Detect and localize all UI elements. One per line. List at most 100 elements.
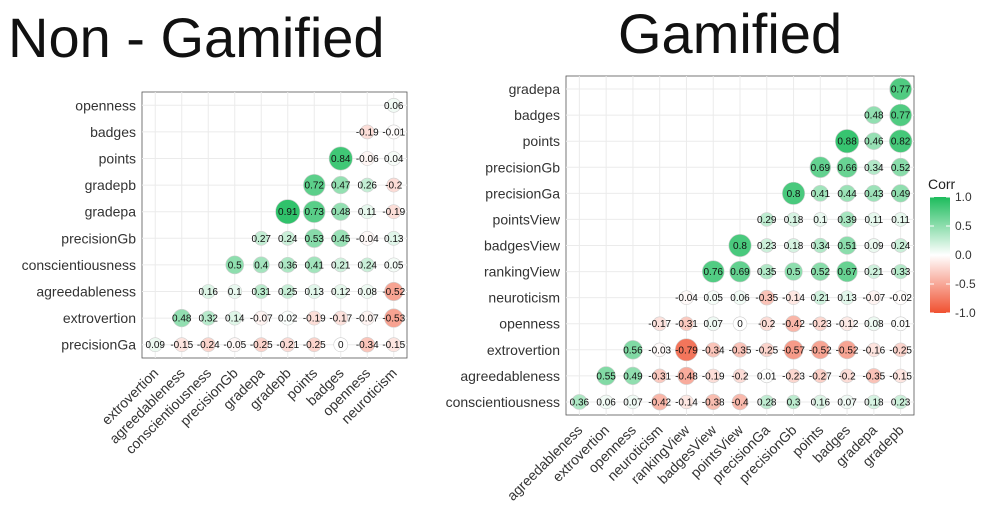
- corr-circle: [759, 342, 774, 358]
- corr-value-label: 0.07: [837, 397, 857, 408]
- corr-circle: [837, 236, 857, 255]
- corr-value-label: 0.84: [331, 154, 351, 165]
- corr-circle: [677, 366, 696, 385]
- corr-circle: [701, 260, 725, 283]
- corr-value-label: 0.41: [811, 189, 831, 200]
- corr-circle: [866, 238, 882, 253]
- corr-value-label: 0.69: [730, 267, 750, 278]
- corr-value-label: -0.06: [356, 154, 379, 165]
- corr-circle: [865, 184, 883, 202]
- corr-circle: [280, 337, 296, 353]
- corr-circle: [652, 368, 667, 384]
- corr-circle: [386, 230, 402, 246]
- corr-value-label: 0.23: [891, 397, 911, 408]
- corr-value-label: 0.8: [733, 241, 747, 252]
- corr-circle: [386, 124, 402, 140]
- corr-value-label: 0.16: [199, 287, 219, 298]
- corr-circle: [866, 316, 882, 331]
- corr-value-label: -0.25: [889, 345, 912, 356]
- corr-circle: [275, 199, 301, 225]
- corr-circle: [731, 393, 749, 411]
- corr-circle: [386, 97, 402, 113]
- heatmap-panel-non-gamified: precisionGa extrovertion agreedableness con…: [22, 91, 408, 457]
- corr-circle: [864, 106, 883, 125]
- y-tick-label: precisionGa: [61, 337, 136, 353]
- corr-value-label: 0.34: [864, 163, 884, 174]
- corr-value-label: 0.5: [228, 260, 242, 271]
- corr-circle: [786, 394, 801, 410]
- corr-value-label: -0.24: [197, 340, 220, 351]
- corr-circle: [303, 200, 326, 223]
- corr-value-label: -0.57: [782, 345, 805, 356]
- corr-circle: [200, 337, 216, 353]
- corr-circle: [679, 290, 694, 305]
- corr-circle: [359, 124, 375, 140]
- corr-value-label: 0.09: [864, 241, 884, 252]
- corr-circle: [891, 184, 910, 203]
- corr-value-label: 0.88: [837, 137, 857, 148]
- corr-value-label: 0.02: [278, 314, 298, 325]
- legend-tick-label: 0.0: [955, 248, 972, 262]
- corr-circle: [652, 316, 667, 331]
- corr-circle: [866, 264, 882, 279]
- corr-circle: [893, 290, 908, 305]
- corr-value-label: 0.23: [757, 241, 777, 252]
- corr-value-label: -0.52: [809, 345, 832, 356]
- corr-value-label: 0.73: [305, 207, 325, 218]
- corr-value-label: 0.06: [596, 397, 616, 408]
- corr-circle: [889, 103, 912, 127]
- corr-value-label: -0.31: [648, 371, 671, 382]
- corr-circle: [598, 394, 614, 410]
- corr-circle: [359, 336, 375, 353]
- corr-value-label: -0.2: [731, 371, 749, 382]
- y-tick-label: badges: [90, 124, 136, 140]
- legend-tick-label: 1.0: [955, 190, 972, 204]
- corr-value-label: 0.06: [730, 293, 750, 304]
- corr-value-label: 0.25: [278, 287, 298, 298]
- corr-value-label: 0.16: [811, 397, 831, 408]
- corr-circle: [837, 340, 857, 360]
- corr-value-label: 0.36: [570, 397, 590, 408]
- corr-circle: [333, 284, 349, 299]
- corr-value-label: 0.82: [891, 137, 911, 148]
- y-tick-label: points: [99, 151, 136, 167]
- corr-value-label: -0.42: [648, 397, 671, 408]
- y-tick-label: badgesView: [484, 238, 561, 254]
- corr-circle: [728, 233, 752, 258]
- corr-value-label: 0.35: [757, 267, 777, 278]
- corr-circle: [865, 132, 883, 150]
- chart-title-gamified: Gamified: [618, 2, 843, 65]
- y-tick-label: agreedableness: [36, 284, 136, 300]
- corr-value-label: 0.21: [811, 293, 831, 304]
- corr-circle: [812, 237, 828, 254]
- corr-value-label: -0.19: [356, 127, 379, 138]
- corr-value-label: 0.18: [784, 241, 804, 252]
- corr-circle: [786, 212, 801, 227]
- y-tick-label: gradepa: [509, 81, 561, 97]
- corr-circle: [384, 282, 404, 301]
- corr-circle: [227, 337, 243, 353]
- corr-circle: [893, 342, 908, 358]
- corr-circle: [782, 181, 806, 205]
- corr-circle: [252, 256, 270, 274]
- corr-circle: [705, 342, 721, 358]
- corr-value-label: -0.15: [382, 340, 405, 351]
- corr-value-label: -0.48: [675, 371, 698, 382]
- corr-value-label: -0.04: [675, 293, 698, 304]
- corr-circle: [147, 337, 163, 353]
- corr-circle: [784, 262, 803, 281]
- corr-circle: [279, 256, 296, 273]
- corr-circle: [280, 230, 296, 246]
- corr-circle: [786, 238, 801, 253]
- corr-circle: [174, 337, 190, 353]
- corr-value-label: 0.11: [864, 215, 883, 226]
- corr-circle: [839, 394, 855, 410]
- corr-circle: [813, 212, 828, 227]
- corr-value-label: -0.34: [356, 340, 379, 351]
- corr-circle: [888, 129, 913, 153]
- corr-value-label: -0.2: [758, 319, 776, 330]
- corr-circle: [625, 394, 641, 410]
- corr-value-label: 0.26: [358, 181, 378, 192]
